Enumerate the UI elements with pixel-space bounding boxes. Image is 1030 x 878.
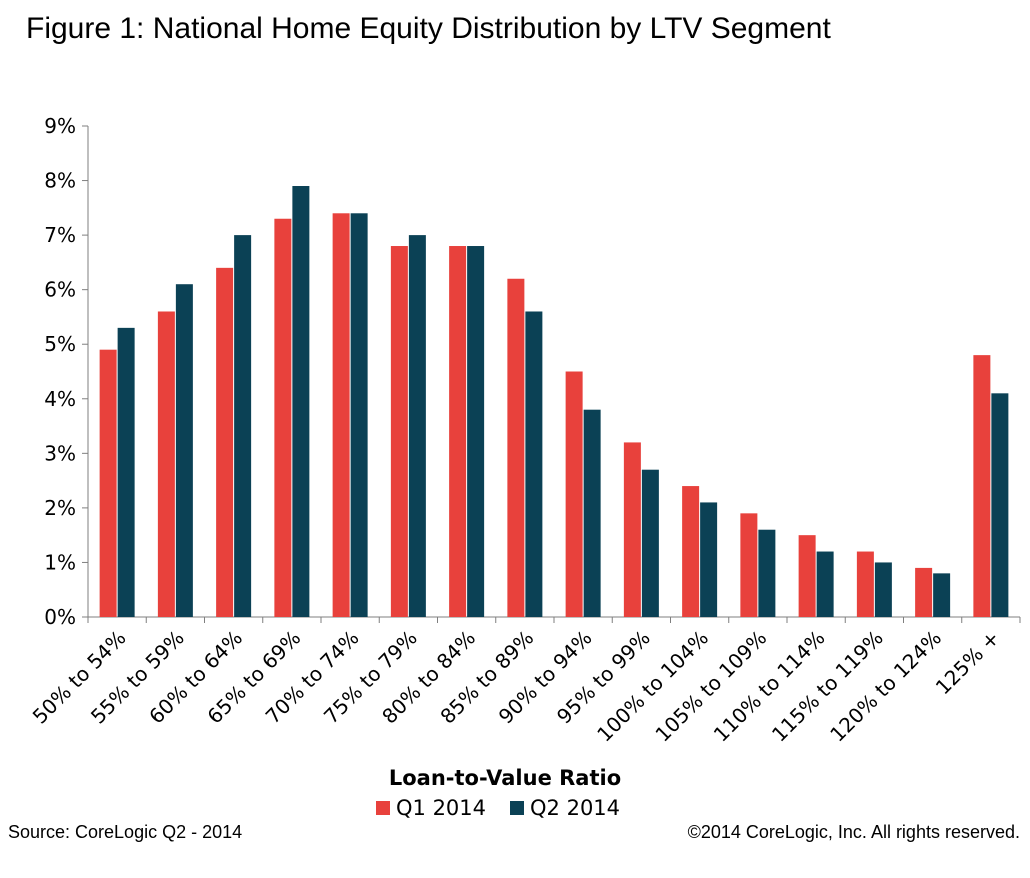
bar-q1 [798, 535, 816, 617]
bar-q1 [157, 311, 175, 617]
bar-q2 [874, 562, 892, 617]
y-tick-label: 4% [44, 387, 76, 411]
y-tick-labels: 0% 1% 2% 3% 4% 5% 6% 7% 8% 9% [44, 114, 76, 629]
bar-q2 [117, 327, 135, 617]
copyright-note: ©2014 CoreLogic, Inc. All rights reserve… [687, 822, 1020, 842]
legend-item-q1: Q1 2014 [376, 796, 486, 820]
bar-q2 [700, 502, 718, 617]
bar-q2 [933, 573, 951, 617]
bar-q2 [292, 186, 310, 617]
y-tick-label: 5% [44, 332, 76, 356]
bar-q2 [816, 551, 834, 617]
bar-q2 [641, 469, 659, 617]
x-axis-title: Loan-to-Value Ratio [389, 766, 621, 790]
bar-q2 [408, 235, 426, 617]
legend-label-q1: Q1 2014 [396, 796, 487, 820]
bar-q1 [623, 442, 641, 617]
bar-q1 [332, 213, 350, 618]
bar-q2 [991, 393, 1009, 617]
bar-q1 [99, 349, 117, 617]
chart-title: Figure 1: National Home Equity Distribut… [26, 12, 831, 45]
bar-q2 [234, 235, 252, 617]
legend-swatch-q1 [376, 801, 390, 815]
y-tick-label: 7% [44, 223, 76, 247]
legend-swatch-q2 [510, 801, 525, 815]
y-tick-label: 8% [44, 169, 76, 193]
legend-item-q2: Q2 2014 [510, 796, 620, 820]
y-tick-label: 3% [44, 441, 76, 465]
bar-q1 [565, 371, 583, 617]
bar-q1 [856, 551, 874, 617]
y-tick-label: 0% [44, 605, 76, 629]
bar-q2 [525, 311, 543, 617]
y-tick-label: 6% [44, 278, 76, 302]
bar-q1 [507, 278, 525, 617]
y-tick-label: 2% [44, 496, 76, 520]
bar-q2 [583, 409, 601, 617]
bar-q1 [216, 267, 234, 617]
bar-q2 [175, 284, 193, 617]
bar-q1 [740, 513, 758, 617]
bar-q1 [274, 218, 292, 617]
bar-q1 [973, 355, 991, 617]
chart-legend: Q1 2014 Q2 2014 [376, 796, 644, 820]
bar-q1 [682, 486, 700, 617]
x-tick-labels: 50% to 54%55% to 59%60% to 64%65% to 69%… [28, 626, 1005, 747]
chart-bars [99, 186, 1009, 618]
bar-q2 [467, 246, 485, 617]
bar-q1 [915, 567, 933, 617]
y-tick-label: 1% [44, 550, 76, 574]
bar-q1 [390, 246, 408, 617]
bar-q2 [758, 529, 776, 617]
x-tick-label: 125% + [931, 626, 1005, 700]
bar-q2 [350, 213, 368, 618]
source-note: Source: CoreLogic Q2 - 2014 [8, 822, 243, 842]
y-tick-label: 9% [44, 114, 76, 138]
legend-label-q2: Q2 2014 [530, 796, 621, 820]
bar-q1 [449, 246, 467, 617]
